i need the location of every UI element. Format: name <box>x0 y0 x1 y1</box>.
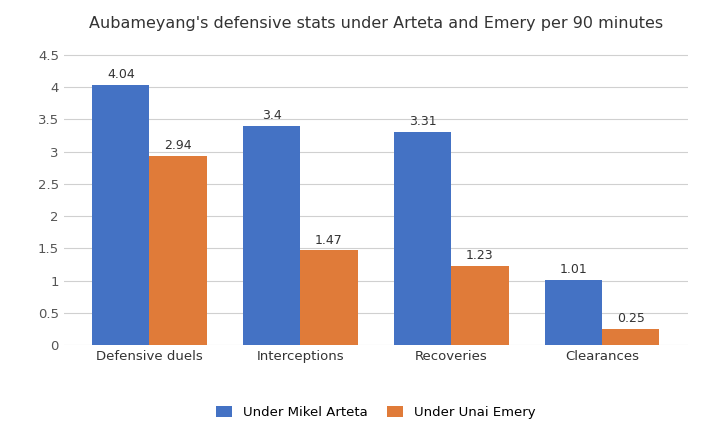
Bar <box>394 132 451 345</box>
Text: 1.01: 1.01 <box>559 263 587 276</box>
Text: 2.94: 2.94 <box>164 139 192 152</box>
Text: 3.4: 3.4 <box>262 109 281 122</box>
Bar <box>545 280 602 345</box>
Bar <box>602 329 659 345</box>
Bar <box>243 126 301 345</box>
Legend: Under Mikel Arteta, Under Unai Emery: Under Mikel Arteta, Under Unai Emery <box>211 400 540 421</box>
Text: 1.47: 1.47 <box>315 234 343 247</box>
Text: 0.25: 0.25 <box>617 312 644 325</box>
Text: 3.31: 3.31 <box>408 115 436 128</box>
Text: 1.23: 1.23 <box>466 249 493 262</box>
Title: Aubameyang's defensive stats under Arteta and Emery per 90 minutes: Aubameyang's defensive stats under Artet… <box>89 16 663 31</box>
Bar <box>150 156 207 345</box>
Bar <box>301 250 357 345</box>
Text: 4.04: 4.04 <box>107 68 135 81</box>
Bar <box>451 266 508 345</box>
Bar <box>92 85 150 345</box>
